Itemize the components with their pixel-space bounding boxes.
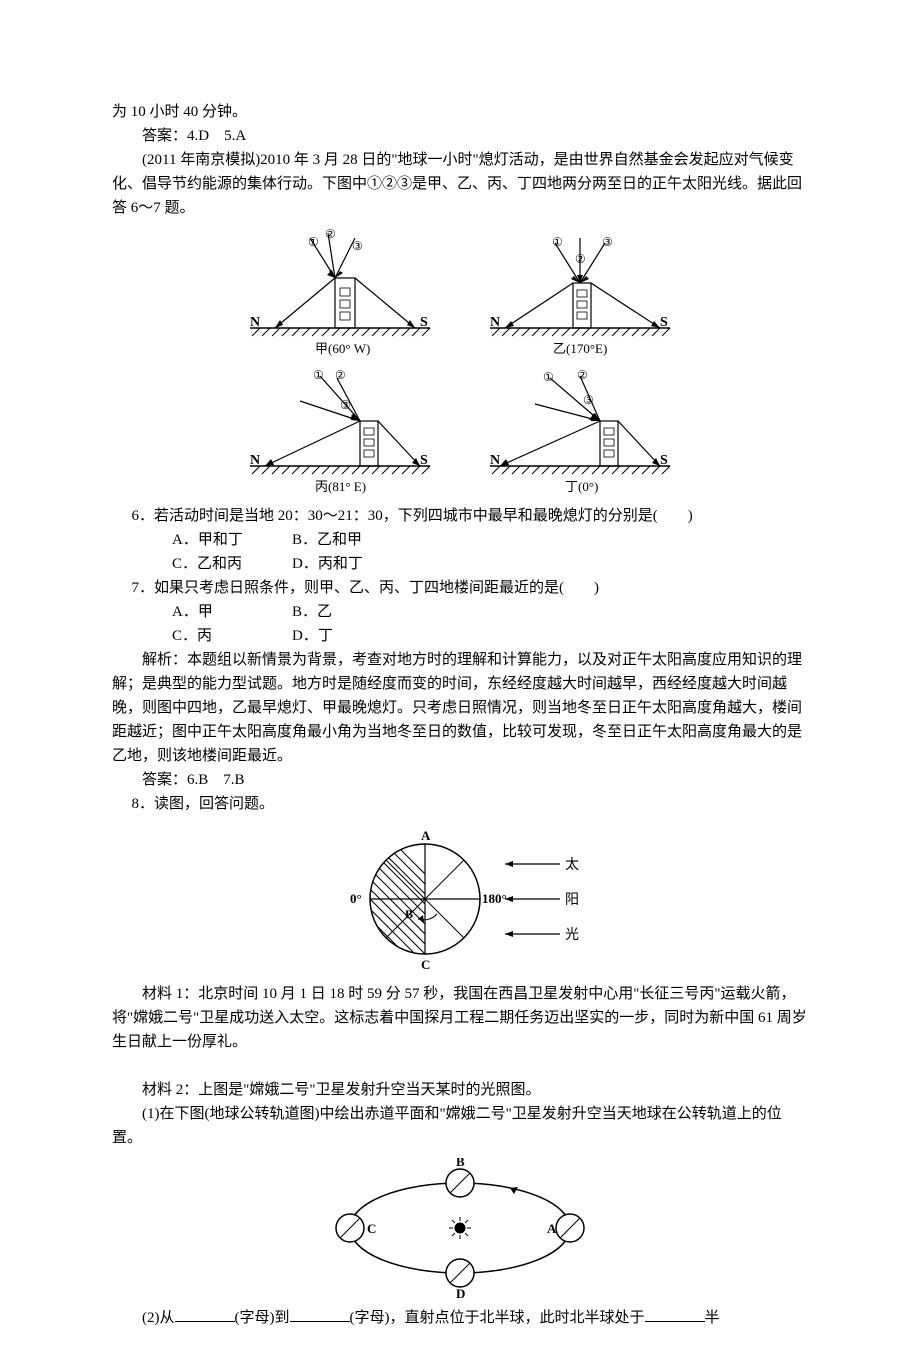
q7-options-row2: C．丙D．丁 bbox=[112, 624, 808, 648]
diagram-jia: ① ② ③ N S 甲(60° W) bbox=[240, 228, 440, 358]
question-8: 8．读图，回答问题。 bbox=[112, 792, 808, 816]
sub2-part-b: (字母)到 bbox=[235, 1310, 290, 1326]
figure-2: A C 0° 180° B 太 阳 光 bbox=[112, 824, 808, 974]
sub-question-1: (1)在下图(地球公转轨道图)中绘出赤道平面和"嫦娥二号"卫星发射升空当天地球在… bbox=[112, 1102, 808, 1150]
diagram-ding: ① ② ③ N S 丁(0°) bbox=[480, 366, 680, 496]
n-label: N bbox=[250, 315, 260, 330]
q7-c: C．丙 bbox=[142, 624, 292, 648]
svg-text:N: N bbox=[250, 453, 260, 468]
svg-text:D: D bbox=[456, 1286, 465, 1298]
sub-question-2: (2)从 (字母)到 (字母)，直射点位于北半球，此时北半球处于 半 bbox=[112, 1306, 808, 1330]
explanation-67: 解析：本题组以新情景为背景，考查对地方时的理解和计算能力，以及对正午太阳高度应用… bbox=[112, 648, 808, 768]
svg-text:180°: 180° bbox=[482, 891, 507, 906]
svg-text:N: N bbox=[490, 315, 500, 330]
svg-text:①: ① bbox=[313, 368, 324, 382]
para-intro-tail: 为 10 小时 40 分钟。 bbox=[112, 100, 808, 124]
figure-1-row-1: ① ② ③ N S 甲(60° W) ① ② ③ N S 乙(170°E) bbox=[112, 228, 808, 358]
svg-text:S: S bbox=[660, 453, 668, 468]
sub2-part-c: (字母)，直射点位于北半球，此时北半球处于 bbox=[350, 1310, 645, 1326]
mark-1: ① bbox=[308, 235, 319, 249]
svg-text:②: ② bbox=[577, 368, 588, 382]
svg-text:B: B bbox=[456, 1158, 465, 1169]
q6-a: A．甲和丁 bbox=[142, 528, 292, 552]
svg-text:光: 光 bbox=[565, 927, 579, 943]
q7-a: A．甲 bbox=[142, 600, 292, 624]
svg-text:①: ① bbox=[543, 370, 554, 384]
blank-1[interactable] bbox=[175, 1307, 235, 1322]
figure-1-row-2: ① ② ③ N S 丙(81° E) ① ② ③ N S 丁(0°) bbox=[112, 366, 808, 496]
figure-3: A C B D bbox=[112, 1158, 808, 1298]
material-2: 材料 2：上图是"嫦娥二号"卫星发射升空当天某时的光照图。 bbox=[112, 1078, 808, 1102]
q7-options-row1: A．甲B．乙 bbox=[112, 600, 808, 624]
svg-text:②: ② bbox=[575, 252, 586, 266]
q6-d: D．丙和丁 bbox=[292, 556, 363, 572]
q6-b: B．乙和甲 bbox=[292, 532, 362, 548]
svg-text:A: A bbox=[547, 1221, 557, 1236]
scenario-67: (2011 年南京模拟)2010 年 3 月 28 日的"地球一小时"熄灯活动，… bbox=[112, 148, 808, 220]
material-1: 材料 1：北京时间 10 月 1 日 18 时 59 分 57 秒，我国在西昌卫… bbox=[112, 982, 808, 1054]
q7-b: B．乙 bbox=[292, 604, 332, 620]
svg-text:B: B bbox=[405, 907, 413, 921]
q7-d: D．丁 bbox=[292, 628, 333, 644]
svg-text:N: N bbox=[490, 453, 500, 468]
mark-2: ② bbox=[325, 228, 336, 241]
diagram-yi: ① ② ③ N S 乙(170°E) bbox=[480, 228, 680, 358]
blank-3[interactable] bbox=[645, 1307, 705, 1322]
blank-2[interactable] bbox=[290, 1307, 350, 1322]
diagram-bing: ① ② ③ N S 丙(81° E) bbox=[240, 366, 440, 496]
illumination-diagram: A C 0° 180° B 太 阳 光 bbox=[310, 824, 610, 974]
svg-text:S: S bbox=[420, 453, 428, 468]
svg-text:C: C bbox=[421, 957, 430, 972]
q6-options-row1: A．甲和丁B．乙和甲 bbox=[112, 528, 808, 552]
svg-text:②: ② bbox=[335, 368, 346, 382]
svg-text:S: S bbox=[660, 315, 668, 330]
question-6: 6．若活动时间是当地 20：30～21：30，下列四城市中最早和最晚熄灯的分别是… bbox=[112, 504, 808, 528]
svg-text:A: A bbox=[421, 828, 431, 843]
sub2-part-a: (2)从 bbox=[142, 1310, 175, 1326]
svg-text:①: ① bbox=[552, 235, 563, 249]
caption-ding: 丁(0°) bbox=[565, 479, 598, 494]
q6-options-row2: C．乙和丙D．丙和丁 bbox=[112, 552, 808, 576]
caption-yi: 乙(170°E) bbox=[553, 341, 607, 356]
svg-text:③: ③ bbox=[340, 398, 351, 412]
answer-67: 答案：6.B 7.B bbox=[112, 768, 808, 792]
answer-45: 答案：4.D 5.A bbox=[112, 124, 808, 148]
svg-text:③: ③ bbox=[583, 393, 594, 407]
question-7: 7．如果只考虑日照条件，则甲、乙、丙、丁四地楼间距最近的是( ) bbox=[112, 576, 808, 600]
svg-text:③: ③ bbox=[602, 235, 613, 249]
caption-jia: 甲(60° W) bbox=[315, 341, 370, 356]
svg-text:阳: 阳 bbox=[565, 892, 579, 908]
svg-text:C: C bbox=[367, 1221, 376, 1236]
svg-text:太: 太 bbox=[565, 857, 579, 873]
mark-3: ③ bbox=[352, 239, 363, 253]
orbit-diagram: A C B D bbox=[310, 1158, 610, 1298]
q6-c: C．乙和丙 bbox=[142, 552, 292, 576]
sub2-part-d: 半 bbox=[705, 1310, 720, 1326]
caption-bing: 丙(81° E) bbox=[315, 479, 366, 494]
svg-text:0°: 0° bbox=[350, 891, 362, 906]
s-label: S bbox=[420, 315, 428, 330]
